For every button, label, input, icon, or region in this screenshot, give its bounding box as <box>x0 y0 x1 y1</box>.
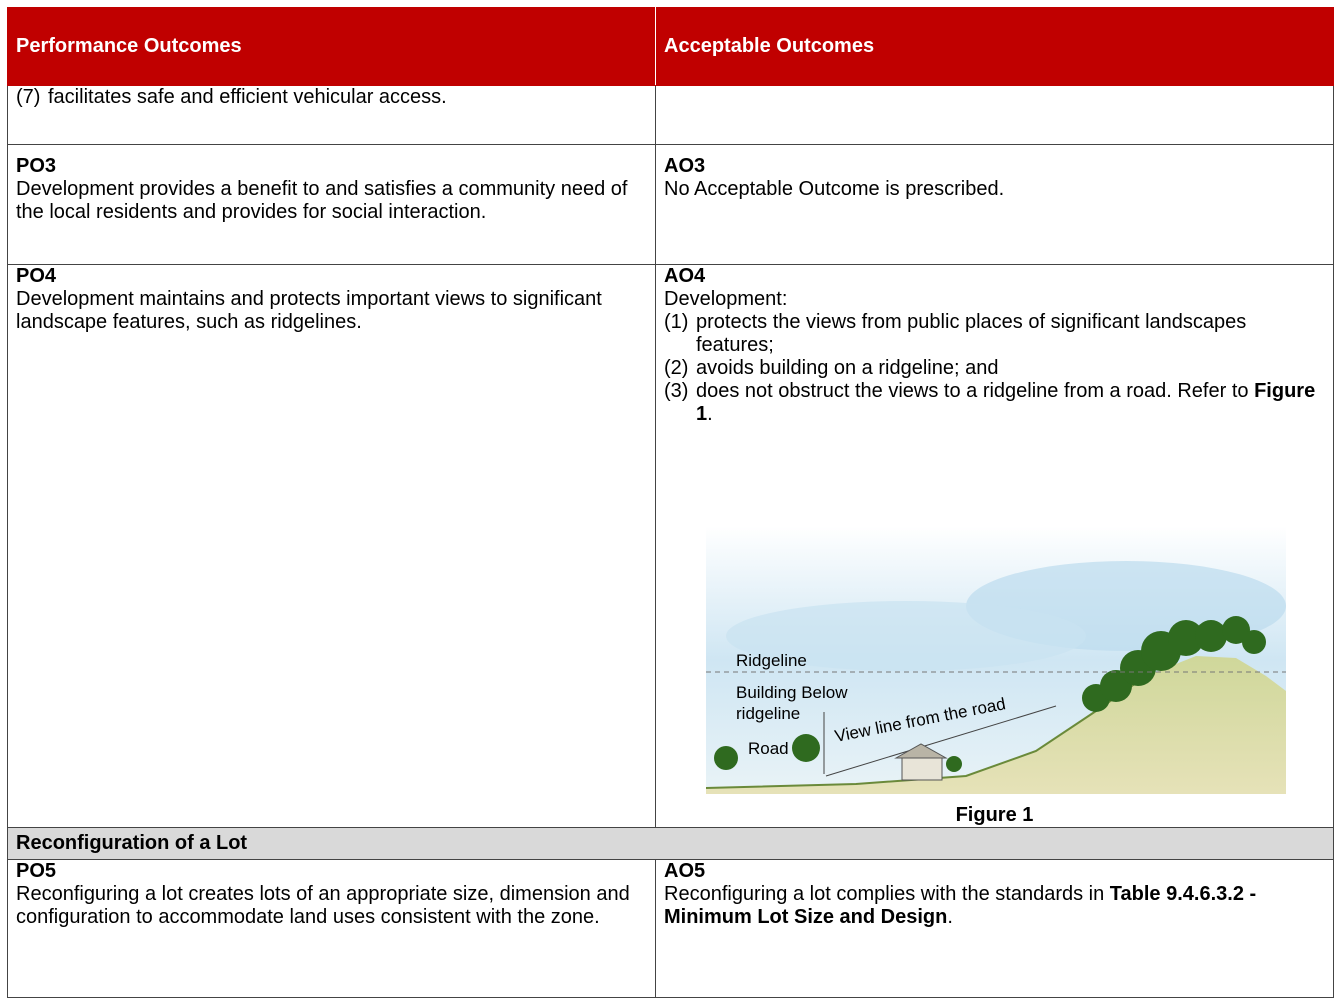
code: AO3 <box>664 155 706 177</box>
header-cell: Acceptable Outcomes <box>655 7 1334 86</box>
item-number: (7) <box>16 86 41 108</box>
cell: PO5 Reconfiguring a lot creates lots of a… <box>7 859 656 998</box>
view-line <box>825 705 1057 777</box>
figure-label: ridgeline <box>736 704 800 723</box>
cell-text: Reconfiguring a lot complies with the st… <box>664 883 1325 929</box>
cell: AO5 Reconfiguring a lot complies with the… <box>655 859 1334 998</box>
code: AO5 <box>664 860 706 882</box>
header-row: Performance Outcomes Acceptable Outcomes <box>7 7 1334 86</box>
hill <box>706 656 1286 794</box>
cell-text: Development: <box>664 288 788 310</box>
row: (7) facilitates safe and efficient vehicu… <box>7 85 1334 145</box>
row: PO5 Reconfiguring a lot creates lots of a… <box>7 859 1334 998</box>
row: PO4 Development maintains and protects im… <box>7 264 1334 828</box>
cell: PO3 Development provides a benefit to and… <box>7 144 656 265</box>
item-text: does not obstruct the views to a ridgeli… <box>696 380 1249 402</box>
list-item: (2) avoids building on a ridgeline; and <box>664 357 1325 380</box>
item-text: does not obstruct the views to a ridgeli… <box>696 380 1325 426</box>
trees <box>714 616 1266 772</box>
cell: (7) facilitates safe and efficient vehicu… <box>7 85 656 145</box>
figure-label: Building Below <box>736 683 848 702</box>
section-row: Reconfiguration of a Lot <box>7 827 1334 860</box>
list-item: (3) does not obstruct the views to a ridg… <box>664 380 1325 426</box>
cell-text: Development maintains and protects impor… <box>16 288 602 333</box>
code: PO3 <box>16 155 57 177</box>
code: PO4 <box>16 265 57 287</box>
list-item: (1) protects the views from public places… <box>664 311 1325 357</box>
cell-text: No Acceptable Outcome is prescribed. <box>664 178 1005 200</box>
punctuation: . <box>707 403 713 425</box>
item-text: avoids building on a ridgeline; and <box>696 357 999 379</box>
cell: AO3 No Acceptable Outcome is prescribed. <box>655 144 1334 265</box>
header-cell: Performance Outcomes <box>7 7 656 86</box>
item-number: (3) <box>664 380 689 402</box>
row: PO3 Development provides a benefit to and… <box>7 144 1334 265</box>
item-text: facilitates safe and efficient vehicular… <box>48 86 447 108</box>
item-number: (1) <box>664 311 689 333</box>
cell: PO4 Development maintains and protects im… <box>7 264 656 828</box>
cell-text: Development provides a benefit to and sa… <box>16 178 628 223</box>
item-number: (2) <box>664 357 689 379</box>
cell: AO4 Development: (1) protects the views f… <box>655 264 1334 828</box>
cell-text: Reconfiguring a lot creates lots of an a… <box>16 883 630 928</box>
reference: Figure 1 <box>696 380 1316 425</box>
code: PO5 <box>16 860 57 882</box>
cell-text: Reconfiguring a lot complies with the st… <box>664 883 1105 905</box>
item-text: protects the views from public places of… <box>696 311 1247 356</box>
reference: Table 9.4.6.3.2 - Minimum Lot Size and D… <box>664 883 1257 928</box>
figure-illustration: Ridgeline Building Below ridgeline Road … <box>705 526 1286 794</box>
figure-label: Road <box>748 739 789 758</box>
punctuation: . <box>947 906 953 928</box>
outcomes-table: Performance Outcomes Acceptable Outcomes… <box>7 7 1334 998</box>
cell <box>655 85 1334 145</box>
building <box>894 743 948 781</box>
figure-caption: Figure 1 <box>955 804 1034 826</box>
list-item: (7) facilitates safe and efficient vehicu… <box>16 86 647 109</box>
figure-label: Ridgeline <box>736 651 807 670</box>
cloud <box>726 601 1086 671</box>
section-heading: Reconfiguration of a Lot <box>7 827 1334 860</box>
page: Performance Outcomes Acceptable Outcomes… <box>7 7 1334 998</box>
code: AO4 <box>664 265 706 287</box>
